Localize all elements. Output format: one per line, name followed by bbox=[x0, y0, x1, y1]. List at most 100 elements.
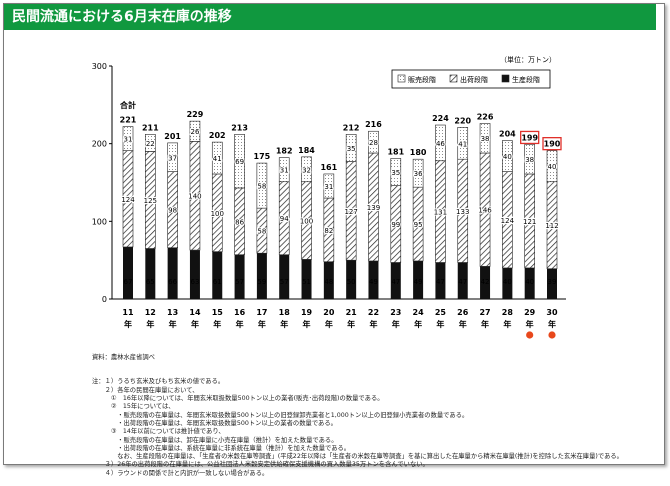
label-production: 51 bbox=[302, 278, 311, 286]
label-production: 47 bbox=[436, 278, 445, 286]
x-tick-label-unit: 年 bbox=[280, 319, 288, 329]
label-production: 40 bbox=[525, 278, 534, 286]
note-line: ・販売段階の在庫量は、卸在庫量に小売在庫量（推計）を加えた数量である。 bbox=[92, 436, 338, 444]
label-sales: 26 bbox=[190, 128, 199, 136]
label-production: 42 bbox=[481, 278, 490, 286]
legend-label: 出荷段階 bbox=[460, 75, 488, 84]
note-line: ・出荷段階の在庫量は、系統在庫量に非系統在庫量（推計）を加えた数量である。 bbox=[92, 444, 351, 452]
label-sales: 22 bbox=[146, 140, 155, 148]
x-tick-label: 20 bbox=[323, 308, 335, 317]
x-tick-label-unit: 年 bbox=[369, 319, 377, 329]
x-tick-label-unit: 年 bbox=[236, 319, 244, 329]
bar-production bbox=[524, 267, 535, 299]
unit-label: （単位：万トン） bbox=[500, 55, 556, 64]
bar-production bbox=[234, 254, 245, 299]
label-sales: 38 bbox=[481, 135, 490, 143]
label-shipping: 127 bbox=[344, 208, 357, 216]
x-tick-label-unit: 年 bbox=[503, 319, 511, 329]
label-shipping: 146 bbox=[478, 207, 492, 215]
label-shipping: 100 bbox=[300, 218, 313, 226]
x-tick-label-unit: 年 bbox=[124, 319, 132, 329]
label-total: 180 bbox=[410, 148, 427, 157]
label-sales: 36 bbox=[414, 170, 423, 178]
label-total: 216 bbox=[365, 120, 382, 129]
bar-production bbox=[480, 266, 491, 299]
label-shipping: 133 bbox=[456, 208, 469, 216]
x-tick-label: 28 bbox=[502, 308, 514, 317]
legend-swatch bbox=[449, 74, 458, 83]
note-line: 注：１）うるち玄米及びもち玄米の値である。 bbox=[92, 378, 225, 386]
x-tick-label: 11 bbox=[122, 308, 134, 317]
label-production: 65 bbox=[146, 278, 155, 286]
bar-production bbox=[502, 267, 513, 299]
label-total: 229 bbox=[187, 110, 204, 119]
label-sales: 40 bbox=[503, 153, 512, 161]
bar-sales bbox=[479, 123, 491, 154]
label-shipping: 58 bbox=[257, 228, 266, 236]
label-sales: 31 bbox=[324, 183, 333, 191]
highlight-dot bbox=[526, 331, 534, 339]
bar-production bbox=[390, 262, 401, 299]
label-total: 211 bbox=[142, 123, 159, 132]
label-production: 61 bbox=[213, 278, 222, 286]
label-total: 184 bbox=[298, 146, 315, 155]
notes: 資料：農林水産省調べ 注：１）うるち玄米及びもち玄米の値である。 ２）各年の民間… bbox=[92, 337, 662, 486]
label-total: 175 bbox=[254, 152, 271, 161]
x-tick-label-unit: 年 bbox=[414, 319, 422, 329]
label-production: 49 bbox=[369, 278, 378, 286]
label-production: 47 bbox=[391, 278, 400, 286]
note-line: ３）26年の出荷段階の在庫量には、公益社団法人米穀安定供給確保支援機構の買入数量… bbox=[92, 461, 429, 469]
source-note: 資料：農林水産省調べ bbox=[92, 353, 155, 361]
legend-label: 販売段階 bbox=[408, 75, 436, 84]
x-tick-label-unit: 年 bbox=[258, 319, 266, 329]
bar-production bbox=[457, 262, 468, 299]
x-tick-label-unit: 年 bbox=[459, 319, 467, 329]
x-tick-label: 30 bbox=[546, 308, 558, 317]
label-sales: 38 bbox=[525, 156, 534, 164]
bar-production bbox=[189, 250, 200, 299]
total-highlight-box bbox=[520, 130, 540, 145]
label-shipping: 124 bbox=[121, 196, 135, 204]
y-tick-label: 100 bbox=[92, 217, 107, 226]
bar-sales bbox=[345, 134, 357, 162]
label-shipping: 94 bbox=[280, 215, 289, 223]
label-sales: 31 bbox=[124, 136, 133, 144]
label-shipping: 121 bbox=[523, 218, 536, 226]
bar-production bbox=[346, 260, 357, 299]
label-total: 182 bbox=[276, 147, 293, 156]
x-tick-label: 26 bbox=[457, 308, 469, 317]
label-total: 161 bbox=[320, 163, 337, 172]
label-shipping: 99 bbox=[391, 221, 400, 229]
label-total: 224 bbox=[432, 114, 449, 123]
x-tick-label: 24 bbox=[413, 308, 425, 317]
label-production: 57 bbox=[235, 278, 244, 286]
bar-sales bbox=[502, 140, 513, 172]
label-sales: 58 bbox=[257, 183, 266, 191]
bar-sales bbox=[122, 126, 134, 151]
bar-sales bbox=[435, 124, 446, 162]
label-production: 57 bbox=[280, 278, 289, 286]
bar-production bbox=[323, 261, 334, 299]
bar-production bbox=[279, 254, 290, 299]
bar-sales bbox=[278, 157, 290, 183]
x-tick-label-unit: 年 bbox=[303, 319, 311, 329]
x-tick-label: 14 bbox=[189, 308, 201, 317]
x-tick-label: 18 bbox=[279, 308, 291, 317]
legend-swatch bbox=[501, 74, 510, 83]
x-tick-label-unit: 年 bbox=[526, 319, 534, 329]
x-tick-label: 17 bbox=[256, 308, 267, 317]
bar-sales bbox=[234, 134, 245, 189]
x-tick-label: 19 bbox=[301, 308, 313, 317]
label-sales: 41 bbox=[213, 155, 222, 163]
label-production: 67 bbox=[124, 278, 133, 286]
label-shipping: 95 bbox=[414, 221, 423, 229]
x-tick-label-unit: 年 bbox=[481, 319, 489, 329]
label-shipping: 86 bbox=[235, 218, 244, 226]
label-production: 63 bbox=[190, 278, 199, 286]
bar-sales bbox=[546, 150, 558, 183]
page-title: 民間流通における6月末在庫の推移 bbox=[4, 4, 656, 30]
label-sales: 69 bbox=[235, 158, 244, 166]
bar-production bbox=[145, 248, 156, 299]
x-tick-label: 15 bbox=[212, 308, 224, 317]
label-total: 213 bbox=[231, 123, 248, 132]
